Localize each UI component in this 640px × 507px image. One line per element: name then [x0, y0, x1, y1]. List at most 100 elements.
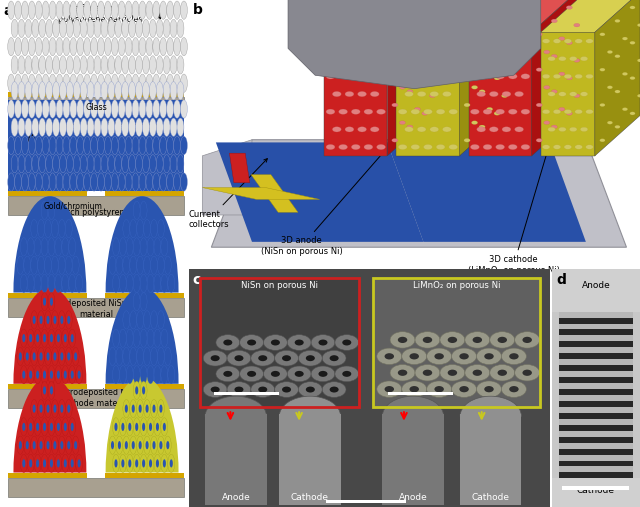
Circle shape	[70, 334, 74, 342]
Circle shape	[116, 347, 123, 366]
Polygon shape	[460, 0, 505, 156]
Bar	[373, 278, 540, 407]
Circle shape	[101, 82, 108, 100]
Circle shape	[15, 38, 22, 56]
Circle shape	[622, 37, 628, 40]
Circle shape	[404, 91, 413, 97]
Circle shape	[449, 109, 458, 115]
Circle shape	[586, 110, 593, 114]
Bar	[559, 389, 633, 395]
Circle shape	[161, 454, 168, 473]
Bar	[8, 92, 87, 97]
Circle shape	[264, 335, 287, 350]
Circle shape	[548, 92, 556, 96]
Circle shape	[465, 365, 490, 381]
Circle shape	[483, 39, 492, 44]
Circle shape	[38, 400, 45, 418]
Circle shape	[20, 329, 28, 347]
Circle shape	[142, 459, 145, 467]
Circle shape	[294, 371, 304, 377]
Circle shape	[28, 136, 35, 155]
Circle shape	[399, 86, 406, 89]
Circle shape	[566, 41, 572, 45]
Circle shape	[24, 256, 31, 274]
Circle shape	[161, 418, 168, 436]
Circle shape	[130, 347, 137, 366]
Circle shape	[415, 332, 440, 348]
Circle shape	[351, 144, 360, 150]
Circle shape	[113, 274, 120, 293]
Circle shape	[536, 138, 542, 142]
Circle shape	[156, 56, 163, 74]
Circle shape	[19, 352, 22, 360]
Circle shape	[109, 436, 116, 454]
Circle shape	[204, 350, 227, 366]
Circle shape	[223, 371, 232, 377]
Circle shape	[580, 127, 588, 132]
Circle shape	[345, 56, 354, 61]
Circle shape	[84, 136, 91, 155]
Circle shape	[163, 423, 166, 431]
Circle shape	[104, 173, 111, 191]
Circle shape	[330, 355, 339, 361]
Circle shape	[28, 366, 34, 384]
Circle shape	[140, 274, 147, 293]
Circle shape	[58, 347, 65, 366]
Circle shape	[161, 238, 168, 256]
Circle shape	[150, 436, 157, 454]
Circle shape	[65, 311, 72, 329]
Circle shape	[146, 38, 153, 56]
Circle shape	[22, 136, 28, 155]
Circle shape	[551, 90, 557, 93]
Circle shape	[91, 136, 97, 155]
Circle shape	[156, 155, 163, 173]
Circle shape	[377, 381, 402, 397]
Circle shape	[8, 38, 15, 56]
Circle shape	[490, 56, 498, 61]
Circle shape	[56, 100, 63, 118]
Circle shape	[32, 19, 39, 38]
Circle shape	[322, 350, 346, 366]
Circle shape	[515, 332, 540, 348]
Circle shape	[104, 38, 111, 56]
Circle shape	[586, 39, 593, 43]
Circle shape	[43, 459, 46, 467]
Circle shape	[275, 382, 298, 397]
Circle shape	[118, 74, 125, 92]
Circle shape	[60, 352, 63, 360]
Circle shape	[35, 1, 42, 19]
Circle shape	[143, 118, 149, 136]
Circle shape	[147, 454, 154, 473]
Bar	[559, 383, 633, 389]
Circle shape	[15, 74, 22, 92]
Circle shape	[161, 329, 168, 347]
Circle shape	[132, 405, 135, 413]
Circle shape	[65, 220, 72, 238]
Circle shape	[74, 56, 80, 74]
Circle shape	[55, 366, 62, 384]
Circle shape	[55, 238, 62, 256]
Circle shape	[63, 100, 70, 118]
Circle shape	[64, 459, 67, 467]
Circle shape	[118, 38, 125, 56]
Circle shape	[411, 144, 420, 150]
Circle shape	[580, 56, 588, 61]
Circle shape	[542, 74, 550, 79]
Circle shape	[157, 220, 164, 238]
Circle shape	[407, 90, 413, 93]
Circle shape	[330, 386, 339, 392]
Circle shape	[173, 100, 180, 118]
Circle shape	[126, 274, 133, 293]
Circle shape	[164, 436, 172, 454]
Circle shape	[125, 173, 132, 191]
Polygon shape	[387, 0, 433, 156]
Circle shape	[615, 19, 620, 22]
Circle shape	[35, 74, 42, 92]
Circle shape	[351, 74, 360, 79]
Circle shape	[64, 423, 67, 431]
Circle shape	[97, 38, 104, 56]
Circle shape	[42, 74, 49, 92]
Circle shape	[18, 19, 25, 38]
Circle shape	[490, 365, 515, 381]
Circle shape	[36, 371, 39, 379]
